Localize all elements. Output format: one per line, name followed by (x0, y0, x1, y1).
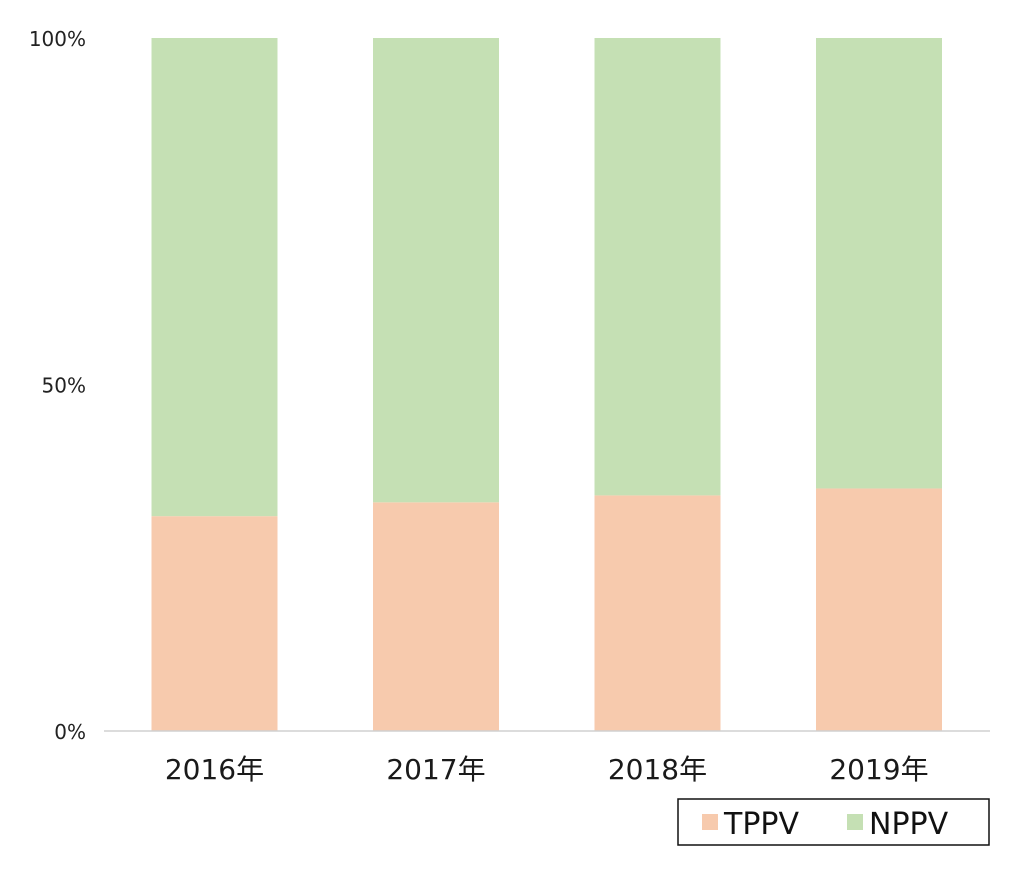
y-tick-label: 100% (29, 27, 86, 51)
y-tick-label: 50% (42, 374, 86, 398)
bar-nppv-3 (816, 38, 942, 489)
y-tick-label: 0% (54, 720, 86, 744)
x-category-label: 2017年 (386, 753, 485, 786)
bar-tppv-2 (594, 495, 721, 731)
bar-nppv-2 (594, 38, 721, 496)
bar-tppv-3 (816, 488, 942, 731)
y-axis-ticks: 0% 50% 100% (29, 27, 86, 744)
x-axis-categories: 2016年 2017年 2018年 2019年 (165, 753, 929, 786)
legend-box (677, 798, 990, 846)
legend: TPPV NPPV (677, 798, 990, 846)
x-category-label: 2019年 (829, 753, 928, 786)
legend-label-nppv: NPPV (869, 807, 949, 842)
bar-nppv-1 (373, 38, 499, 503)
x-category-label: 2018年 (608, 753, 707, 786)
legend-swatch-nppv (847, 814, 863, 830)
bars-group (151, 38, 942, 731)
x-category-label: 2016年 (165, 753, 264, 786)
bar-nppv-0 (151, 38, 278, 517)
bar-tppv-1 (373, 502, 499, 731)
legend-swatch-tppv (702, 814, 718, 830)
legend-label-tppv: TPPV (723, 807, 800, 842)
bar-tppv-0 (151, 516, 278, 731)
